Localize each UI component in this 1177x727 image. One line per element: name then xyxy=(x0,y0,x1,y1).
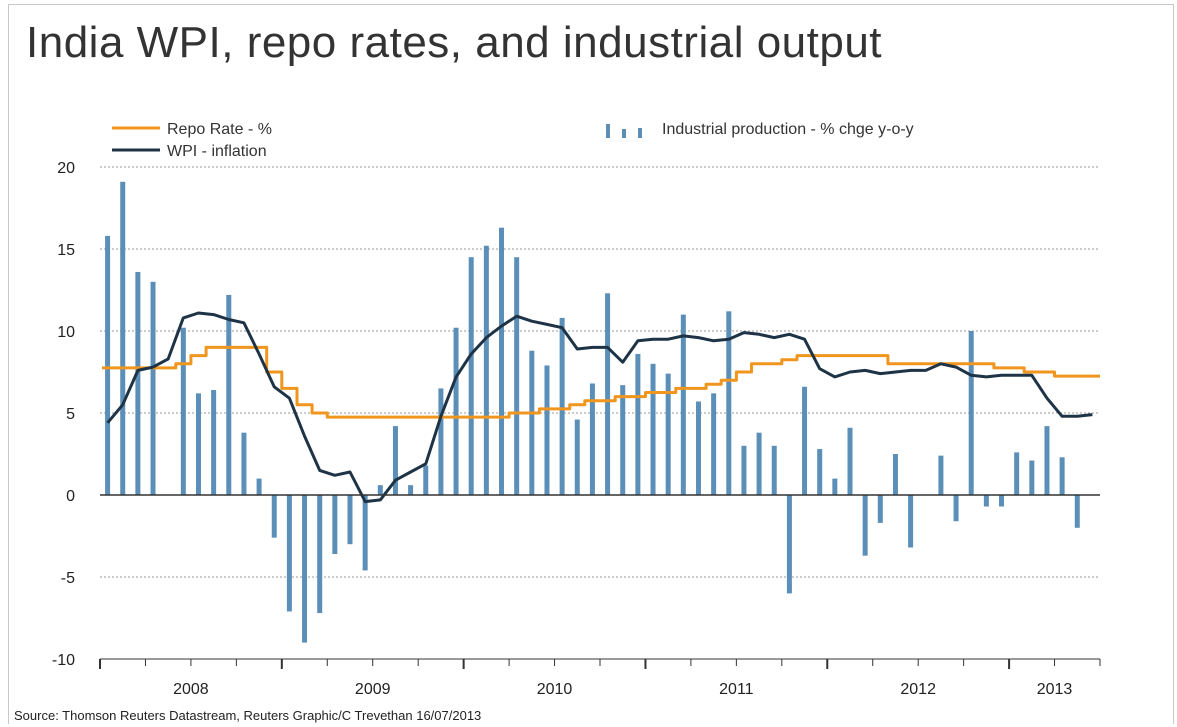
bar xyxy=(650,363,656,495)
bar xyxy=(695,401,701,495)
bar xyxy=(226,294,232,495)
gridlines xyxy=(100,166,1100,578)
bar xyxy=(135,271,141,495)
y-tick-label: 20 xyxy=(57,160,75,177)
bar xyxy=(241,432,247,495)
y-tick-label: -10 xyxy=(52,652,75,669)
legend: Repo Rate - % WPI - inflation Industrial… xyxy=(112,121,914,160)
bar xyxy=(877,495,883,523)
y-tick-label: -5 xyxy=(61,570,75,587)
bar xyxy=(332,495,338,555)
bar xyxy=(908,495,914,548)
bar xyxy=(1074,495,1080,528)
bar xyxy=(680,314,686,495)
bar xyxy=(605,293,611,495)
bar xyxy=(423,465,429,495)
bar xyxy=(392,426,398,495)
x-tick-label: 2010 xyxy=(537,681,573,698)
bar xyxy=(468,257,474,495)
bar xyxy=(862,495,868,556)
bar xyxy=(802,386,808,495)
legend-label-industrial: Industrial production - % chge y-o-y xyxy=(662,121,914,138)
legend-swatch-bar-2 xyxy=(622,129,626,138)
legend-swatch-bar-3 xyxy=(638,128,642,138)
bar xyxy=(453,327,459,495)
bar xyxy=(832,478,838,495)
bar xyxy=(438,388,444,495)
source-note: Source: Thomson Reuters Datastream, Reut… xyxy=(14,708,482,723)
bar xyxy=(999,495,1005,507)
chart-frame xyxy=(8,4,1174,724)
bar xyxy=(589,383,595,495)
bar xyxy=(771,445,777,495)
y-tick-label: 5 xyxy=(66,406,75,423)
y-tick-label: 0 xyxy=(66,488,75,505)
bar xyxy=(711,393,717,495)
bar xyxy=(847,427,853,495)
bar xyxy=(635,353,641,495)
bar-series-industrial-production xyxy=(105,181,1080,643)
x-tick-label: 2011 xyxy=(719,681,754,698)
bar xyxy=(514,257,520,495)
bar xyxy=(1059,457,1065,495)
x-tick-label: 2012 xyxy=(900,681,936,698)
bar xyxy=(317,495,323,614)
bar xyxy=(302,495,308,643)
bar xyxy=(362,495,368,571)
bar xyxy=(665,373,671,495)
x-tick-label: 2013 xyxy=(1037,681,1073,698)
bar xyxy=(180,327,186,495)
bar xyxy=(150,281,156,495)
line-repo-rate xyxy=(102,345,1100,419)
bar xyxy=(1014,452,1020,495)
bar xyxy=(741,445,747,495)
line-wpi-inflation xyxy=(106,311,1093,504)
bar xyxy=(120,181,126,495)
legend-label-repo: Repo Rate - % xyxy=(167,121,272,138)
y-tick-label: 10 xyxy=(57,324,75,341)
chart-title: India WPI, repo rates, and industrial ou… xyxy=(26,18,883,67)
bar xyxy=(271,495,277,538)
bar xyxy=(817,449,823,495)
bar xyxy=(529,350,535,495)
bar xyxy=(938,455,944,495)
bar xyxy=(347,495,353,545)
bar xyxy=(574,419,580,495)
legend-swatch-bar-1 xyxy=(606,124,610,138)
bar xyxy=(726,311,732,495)
bar xyxy=(983,495,989,507)
bar xyxy=(105,235,111,495)
axes: 20 15 10 5 0 -5 -10 2008 2009 2010 2011 2012 2013 xyxy=(52,160,1101,698)
bar xyxy=(1029,460,1035,495)
bar xyxy=(256,478,262,495)
x-tick-label: 2009 xyxy=(355,681,391,698)
bar xyxy=(286,495,292,612)
bar xyxy=(953,495,959,522)
bar xyxy=(756,432,762,495)
bar xyxy=(483,245,489,495)
y-tick-label: 15 xyxy=(57,242,75,259)
bar xyxy=(211,390,217,495)
bar xyxy=(195,393,201,495)
bar xyxy=(408,485,414,495)
bar xyxy=(559,317,565,495)
line-series xyxy=(102,311,1100,504)
bar xyxy=(377,485,383,495)
bar xyxy=(544,365,550,495)
bar xyxy=(1044,426,1050,495)
bar xyxy=(968,331,974,495)
bar xyxy=(786,495,792,594)
bar xyxy=(499,227,505,495)
legend-label-wpi: WPI - inflation xyxy=(167,143,267,160)
bar xyxy=(892,454,898,495)
x-tick-label: 2008 xyxy=(173,681,209,698)
bar xyxy=(620,385,626,495)
